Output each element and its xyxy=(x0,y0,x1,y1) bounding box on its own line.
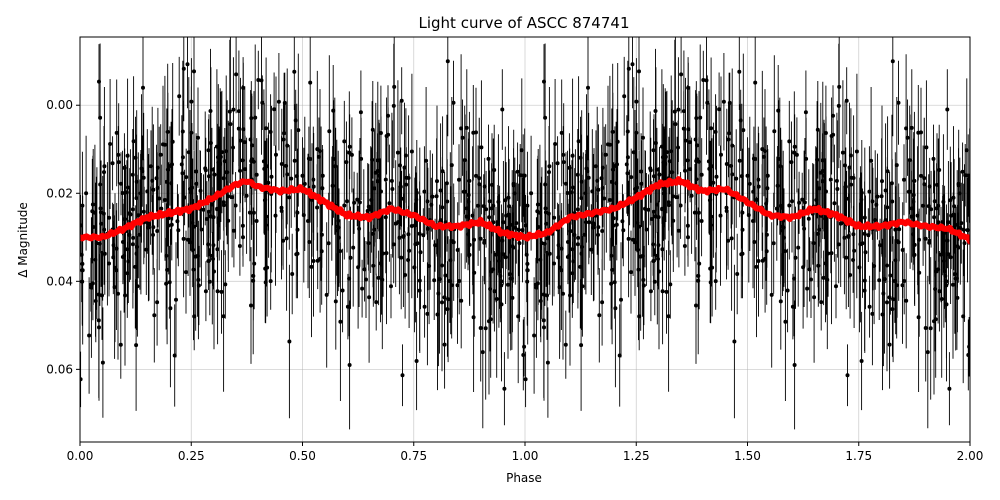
y-axis-ticks: 0.00 0.02 0.04 0.06 xyxy=(46,98,80,376)
x-tick-label: 0.00 xyxy=(67,449,94,463)
y-tick-label: 0.02 xyxy=(46,186,73,200)
x-axis-label: Phase xyxy=(506,471,542,485)
chart-title: Light curve of ASCC 874741 xyxy=(419,14,630,32)
x-tick-label: 1.50 xyxy=(734,449,761,463)
x-tick-label: 1.25 xyxy=(623,449,650,463)
x-tick-label: 1.75 xyxy=(845,449,872,463)
x-tick-label: 2.00 xyxy=(957,449,984,463)
y-axis-label: Δ Magnitude xyxy=(16,202,30,278)
x-tick-label: 1.00 xyxy=(512,449,539,463)
observation-markers xyxy=(80,59,970,391)
x-tick-label: 0.25 xyxy=(178,449,205,463)
mean-curve xyxy=(80,176,970,245)
observation-point xyxy=(80,59,970,391)
x-tick-label: 0.75 xyxy=(400,449,427,463)
x-axis-ticks: 0.00 0.25 0.50 0.75 1.00 1.25 1.50 1.75 2.00 xyxy=(67,442,984,463)
observation-points xyxy=(80,37,970,430)
mean-curve-line xyxy=(80,176,970,245)
y-tick-label: 0.00 xyxy=(46,98,73,112)
y-tick-label: 0.06 xyxy=(46,362,73,376)
y-tick-label: 0.04 xyxy=(46,274,73,288)
x-tick-label: 0.50 xyxy=(289,449,316,463)
